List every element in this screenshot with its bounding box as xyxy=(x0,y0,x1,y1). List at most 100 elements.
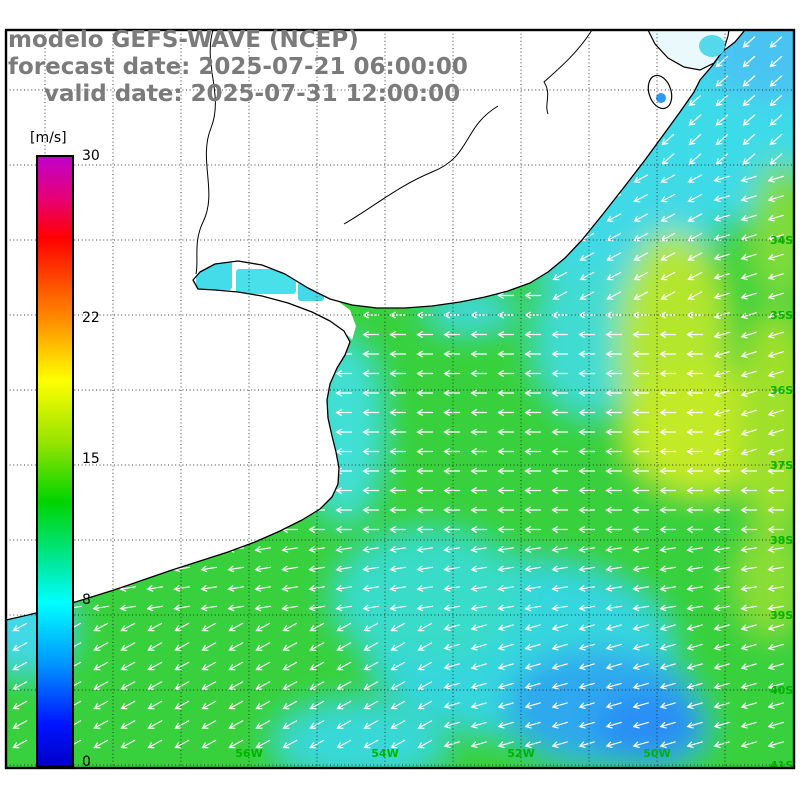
wind-arrow xyxy=(390,661,406,671)
wind-arrow xyxy=(147,642,163,651)
wind-arrow xyxy=(282,739,298,749)
wind-arrow xyxy=(660,252,676,261)
wind-arrow xyxy=(255,720,271,729)
colorbar-gradient xyxy=(38,157,72,765)
lon-label: 54W xyxy=(371,747,398,760)
estuary-water xyxy=(236,269,296,294)
wind-arrow xyxy=(227,604,244,612)
wind-arrow xyxy=(659,389,677,397)
wind-arrow xyxy=(659,428,677,436)
wind-arrow xyxy=(551,604,568,612)
wind-arrow xyxy=(767,175,784,183)
wind-arrow xyxy=(524,702,541,709)
wind-arrow xyxy=(417,720,433,729)
model-title: modelo GEFS-WAVE (NCEP) xyxy=(8,27,359,53)
wind-arrow xyxy=(686,546,703,553)
wind-arrow xyxy=(335,428,353,436)
lat-label: 37S xyxy=(770,459,793,472)
wind-arrow xyxy=(686,604,703,612)
wind-arrow xyxy=(309,622,325,632)
wind-arrow xyxy=(551,428,569,436)
wind-arrow xyxy=(632,331,650,338)
wind-arrow xyxy=(686,682,703,690)
field-region xyxy=(275,704,445,768)
wind-arrow xyxy=(255,661,271,671)
wind-arrow xyxy=(443,721,460,729)
wind-arrow xyxy=(715,94,729,107)
wind-arrow xyxy=(497,643,514,651)
wind-arrow xyxy=(713,604,730,612)
wind-arrow xyxy=(632,409,650,416)
wind-arrow xyxy=(767,429,784,436)
wind-arrow xyxy=(769,94,783,107)
wind-arrow xyxy=(443,643,460,651)
wind-arrow xyxy=(686,350,704,358)
wind-arrow xyxy=(147,700,163,710)
wind-arrow xyxy=(605,721,622,729)
wind-arrow xyxy=(497,292,515,299)
wind-arrow xyxy=(605,409,623,416)
wind-arrow xyxy=(605,643,622,651)
wind-arrow xyxy=(389,467,407,475)
wind-arrow xyxy=(443,526,461,533)
wind-arrow xyxy=(12,622,28,632)
wind-arrow xyxy=(551,741,568,748)
wind-arrow xyxy=(605,506,623,514)
wind-arrow xyxy=(715,55,729,68)
wind-arrow xyxy=(524,370,542,377)
wind-arrow xyxy=(686,741,703,748)
wind-arrow xyxy=(443,604,460,612)
wind-arrow xyxy=(389,585,406,592)
wind-arrow xyxy=(173,585,190,592)
wind-arrow xyxy=(740,565,757,573)
wind-arrow xyxy=(767,643,784,651)
wind-arrow xyxy=(443,565,460,573)
wind-arrow xyxy=(767,585,784,592)
wind-arrow xyxy=(93,681,109,690)
wind-arrow xyxy=(201,739,217,749)
wind-arrow xyxy=(443,370,461,377)
wind-arrow xyxy=(335,487,353,494)
wind-arrow xyxy=(201,622,217,632)
wind-arrow xyxy=(578,682,595,690)
wind-arrow xyxy=(228,681,244,690)
wind-arrow xyxy=(255,700,271,710)
wind-arrow xyxy=(389,370,407,377)
wind-arrow xyxy=(470,350,488,358)
wind-arrow xyxy=(767,234,784,241)
wind-arrow xyxy=(281,585,298,592)
wind-arrow xyxy=(362,428,380,436)
wind-arrow xyxy=(362,565,379,573)
wind-arrow xyxy=(686,643,703,651)
wind-arrow xyxy=(551,370,569,377)
wind-arrow xyxy=(254,565,271,573)
wind-arrow xyxy=(578,526,596,533)
wind-arrow xyxy=(660,271,676,281)
wind-arrow xyxy=(416,526,434,533)
wind-arrow xyxy=(632,389,650,397)
wind-arrow xyxy=(93,622,109,632)
wind-arrow xyxy=(255,739,271,749)
wind-arrow xyxy=(740,721,757,729)
wind-arrow xyxy=(443,350,461,358)
wind-arrow xyxy=(417,622,433,632)
map-frame xyxy=(4,28,796,770)
wind-arrow xyxy=(740,175,757,183)
wind-arrow xyxy=(578,467,596,475)
wind-arrow xyxy=(767,565,784,573)
wind-arrow xyxy=(579,252,595,261)
wind-arrow xyxy=(524,292,542,299)
wind-arrow xyxy=(659,643,676,651)
wind-arrow xyxy=(524,624,541,631)
wind-arrow xyxy=(686,389,704,397)
wind-arrow xyxy=(742,114,756,126)
wind-arrow xyxy=(659,409,677,416)
wind-arrow xyxy=(470,741,487,748)
wind-arrow xyxy=(524,389,542,397)
wind-arrow xyxy=(578,721,595,729)
wind-arrow xyxy=(120,681,136,690)
wind-arrow xyxy=(120,720,136,729)
wind-arrow xyxy=(174,642,190,651)
river-line-border xyxy=(543,30,593,115)
wind-arrow xyxy=(767,741,784,748)
